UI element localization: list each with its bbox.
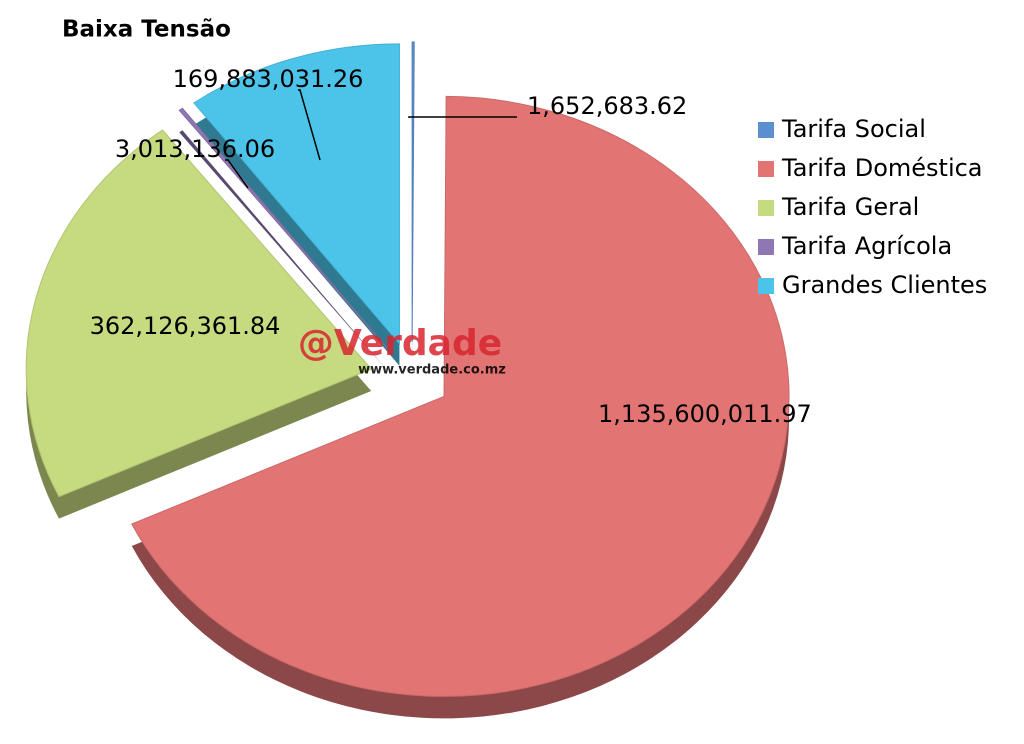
slice	[131, 95, 790, 697]
watermark: @Verdade www.verdade.co.mz	[298, 323, 506, 378]
pie-tops	[25, 41, 790, 697]
legend-swatch	[758, 122, 774, 138]
data-label: 169,883,031.26	[173, 65, 364, 93]
leader-line	[225, 159, 249, 189]
data-label: 1,652,683.62	[527, 92, 687, 120]
legend: Tarifa Social Tarifa Doméstica Tarifa Gera…	[758, 115, 987, 299]
legend-label: Tarifa Geral	[781, 193, 919, 221]
slice	[178, 107, 389, 350]
legend-swatch	[758, 161, 774, 177]
legend-swatch	[758, 278, 774, 294]
data-label: 1,135,600,011.97	[598, 400, 812, 428]
legend-label: Tarifa Social	[781, 115, 926, 143]
legend-label: Tarifa Agrícola	[781, 232, 952, 260]
slice	[25, 129, 373, 498]
data-label: 3,013,136.06	[115, 135, 275, 163]
legend-swatch	[758, 200, 774, 216]
watermark-url: www.verdade.co.mz	[358, 363, 506, 378]
slice-side	[179, 130, 388, 372]
slice	[193, 43, 400, 346]
legend-label: Grandes Clientes	[782, 271, 987, 299]
slice	[411, 41, 415, 343]
chart-title: Baixa Tensão	[62, 17, 231, 43]
legend-label: Tarifa Doméstica	[781, 154, 983, 182]
data-label: 362,126,361.84	[90, 312, 281, 340]
legend-swatch	[758, 239, 774, 255]
leader-line	[408, 116, 517, 118]
leader-line	[298, 89, 321, 161]
data-labels: 1,652,683.62 1,135,600,011.97 362,126,361.…	[90, 65, 812, 428]
watermark-brand: @Verdade	[298, 323, 502, 364]
